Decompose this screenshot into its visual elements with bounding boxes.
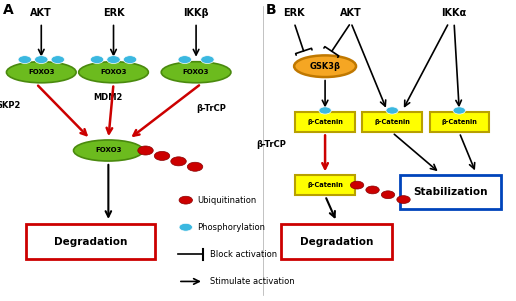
Bar bbox=[281, 224, 392, 259]
Bar bbox=[400, 175, 501, 209]
Text: β-TrCP: β-TrCP bbox=[196, 104, 226, 113]
Circle shape bbox=[366, 186, 379, 194]
Ellipse shape bbox=[161, 62, 231, 83]
Text: FOXO3: FOXO3 bbox=[100, 69, 127, 75]
Circle shape bbox=[90, 56, 104, 64]
Text: Degradation: Degradation bbox=[54, 237, 127, 247]
Circle shape bbox=[138, 146, 153, 155]
Text: β-Catenin: β-Catenin bbox=[307, 182, 343, 188]
Ellipse shape bbox=[78, 62, 149, 83]
Bar bbox=[429, 112, 489, 132]
Ellipse shape bbox=[6, 62, 76, 83]
Bar bbox=[295, 175, 355, 195]
Circle shape bbox=[178, 56, 191, 64]
Text: β-Catenin: β-Catenin bbox=[307, 119, 343, 125]
Text: B: B bbox=[266, 3, 277, 17]
Text: Stimulate activation: Stimulate activation bbox=[210, 277, 295, 286]
Text: β-Catenin: β-Catenin bbox=[441, 119, 477, 125]
Text: IKKα: IKKα bbox=[442, 8, 466, 18]
Text: Phosphorylation: Phosphorylation bbox=[197, 223, 265, 232]
Text: FOXO3: FOXO3 bbox=[95, 147, 122, 154]
Text: FOXO3: FOXO3 bbox=[183, 69, 209, 75]
Ellipse shape bbox=[294, 55, 356, 77]
Circle shape bbox=[397, 196, 410, 203]
Text: AKT: AKT bbox=[340, 8, 362, 18]
Text: AKT: AKT bbox=[30, 8, 52, 18]
Circle shape bbox=[179, 196, 192, 204]
Circle shape bbox=[51, 56, 64, 64]
Circle shape bbox=[154, 151, 170, 160]
Circle shape bbox=[18, 56, 31, 64]
Text: A: A bbox=[3, 3, 13, 17]
Circle shape bbox=[201, 56, 214, 64]
Text: ERK: ERK bbox=[283, 8, 305, 18]
Circle shape bbox=[319, 107, 331, 114]
Text: IKKβ: IKKβ bbox=[183, 8, 209, 18]
Circle shape bbox=[107, 56, 120, 64]
Circle shape bbox=[35, 56, 48, 64]
Circle shape bbox=[350, 181, 364, 189]
Text: FOXO3: FOXO3 bbox=[28, 69, 55, 75]
Ellipse shape bbox=[73, 140, 143, 161]
Circle shape bbox=[187, 162, 203, 171]
Circle shape bbox=[179, 223, 192, 231]
Text: Stabilization: Stabilization bbox=[413, 187, 488, 197]
Text: β-TrCP: β-TrCP bbox=[256, 140, 286, 149]
Text: Degradation: Degradation bbox=[300, 237, 374, 247]
Bar bbox=[362, 112, 422, 132]
Text: ERK: ERK bbox=[103, 8, 124, 18]
Circle shape bbox=[123, 56, 137, 64]
Text: Block activation: Block activation bbox=[210, 250, 277, 259]
Bar bbox=[295, 112, 355, 132]
Text: GSK3β: GSK3β bbox=[310, 62, 341, 71]
Circle shape bbox=[386, 107, 398, 114]
Text: Ubiquitination: Ubiquitination bbox=[197, 196, 256, 205]
Circle shape bbox=[381, 191, 395, 199]
Bar bbox=[26, 224, 155, 259]
Text: SKP2: SKP2 bbox=[0, 101, 21, 110]
Text: MDM2: MDM2 bbox=[94, 93, 123, 102]
Circle shape bbox=[171, 157, 186, 166]
Text: β-Catenin: β-Catenin bbox=[374, 119, 410, 125]
Circle shape bbox=[453, 107, 465, 114]
